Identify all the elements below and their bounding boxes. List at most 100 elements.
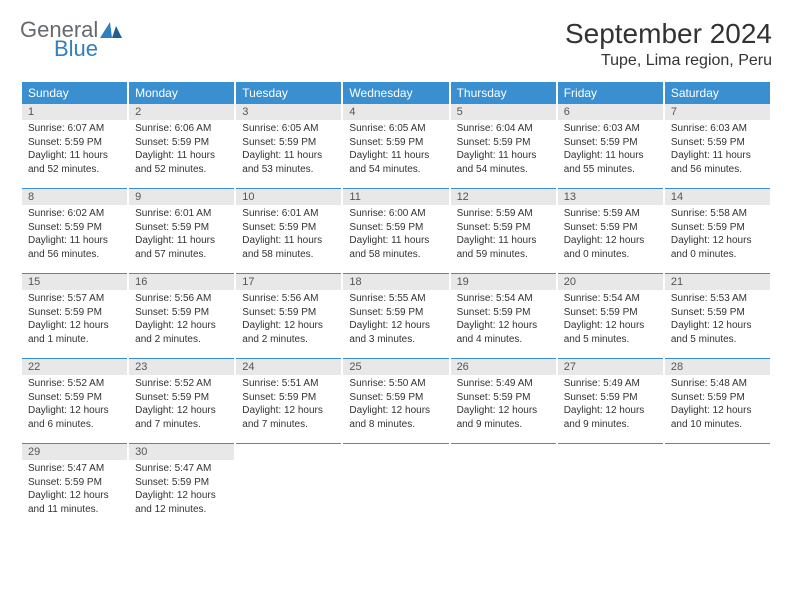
sunrise-text: Sunrise: 5:52 AM	[135, 377, 228, 391]
day-body-cell: Sunrise: 5:51 AMSunset: 5:59 PMDaylight:…	[236, 375, 341, 443]
day-number-row: 1234567	[22, 104, 770, 120]
sunrise-text: Sunrise: 6:01 AM	[242, 207, 335, 221]
sunrise-text: Sunrise: 5:47 AM	[135, 462, 228, 476]
day-header-row: SundayMondayTuesdayWednesdayThursdayFrid…	[22, 82, 770, 104]
sunset-text: Sunset: 5:59 PM	[242, 136, 335, 150]
day-number-cell: 21	[665, 274, 770, 290]
daylight-text: Daylight: 11 hours and 56 minutes.	[28, 234, 121, 261]
daylight-text: Daylight: 12 hours and 3 minutes.	[349, 319, 442, 346]
sunset-text: Sunset: 5:59 PM	[135, 221, 228, 235]
sunset-text: Sunset: 5:59 PM	[242, 221, 335, 235]
daylight-text: Daylight: 12 hours and 9 minutes.	[457, 404, 550, 431]
day-body-cell: Sunrise: 6:02 AMSunset: 5:59 PMDaylight:…	[22, 205, 127, 273]
sunset-text: Sunset: 5:59 PM	[457, 221, 550, 235]
day-body-cell: Sunrise: 6:01 AMSunset: 5:59 PMDaylight:…	[236, 205, 341, 273]
day-number-cell: 29	[22, 444, 127, 460]
day-body-row: Sunrise: 6:02 AMSunset: 5:59 PMDaylight:…	[22, 205, 770, 273]
page-header: General Blue September 2024 Tupe, Lima r…	[20, 18, 772, 70]
sunrise-text: Sunrise: 5:53 AM	[671, 292, 764, 306]
day-number-cell: 30	[129, 444, 234, 460]
daylight-text: Daylight: 11 hours and 56 minutes.	[671, 149, 764, 176]
day-header: Saturday	[665, 82, 770, 104]
day-number-row: 15161718192021	[22, 274, 770, 290]
day-number-cell: 20	[558, 274, 663, 290]
day-number-cell: 1	[22, 104, 127, 120]
header-right: September 2024 Tupe, Lima region, Peru	[565, 18, 772, 70]
sunrise-text: Sunrise: 5:57 AM	[28, 292, 121, 306]
day-body-cell: Sunrise: 6:01 AMSunset: 5:59 PMDaylight:…	[129, 205, 234, 273]
daylight-text: Daylight: 11 hours and 52 minutes.	[135, 149, 228, 176]
day-number-cell: 5	[451, 104, 556, 120]
day-body-cell: Sunrise: 5:59 AMSunset: 5:59 PMDaylight:…	[451, 205, 556, 273]
daylight-text: Daylight: 12 hours and 7 minutes.	[242, 404, 335, 431]
sunset-text: Sunset: 5:59 PM	[349, 136, 442, 150]
day-body-row: Sunrise: 5:57 AMSunset: 5:59 PMDaylight:…	[22, 290, 770, 358]
sunrise-text: Sunrise: 5:47 AM	[28, 462, 121, 476]
day-body-cell: Sunrise: 5:54 AMSunset: 5:59 PMDaylight:…	[558, 290, 663, 358]
day-header: Monday	[129, 82, 234, 104]
sunset-text: Sunset: 5:59 PM	[135, 306, 228, 320]
day-body-cell: Sunrise: 5:57 AMSunset: 5:59 PMDaylight:…	[22, 290, 127, 358]
sunrise-text: Sunrise: 6:02 AM	[28, 207, 121, 221]
day-number-cell	[558, 444, 663, 460]
sunrise-text: Sunrise: 5:58 AM	[671, 207, 764, 221]
day-number-cell: 4	[343, 104, 448, 120]
day-number-cell	[665, 444, 770, 460]
day-header: Friday	[558, 82, 663, 104]
sunrise-text: Sunrise: 5:48 AM	[671, 377, 764, 391]
daylight-text: Daylight: 11 hours and 58 minutes.	[242, 234, 335, 261]
day-number-cell: 19	[451, 274, 556, 290]
sunset-text: Sunset: 5:59 PM	[457, 136, 550, 150]
day-body-cell: Sunrise: 5:58 AMSunset: 5:59 PMDaylight:…	[665, 205, 770, 273]
day-number-row: 891011121314	[22, 189, 770, 205]
sunset-text: Sunset: 5:59 PM	[135, 476, 228, 490]
day-body-cell	[236, 460, 341, 528]
sunrise-text: Sunrise: 6:03 AM	[671, 122, 764, 136]
daylight-text: Daylight: 12 hours and 10 minutes.	[671, 404, 764, 431]
daylight-text: Daylight: 11 hours and 54 minutes.	[349, 149, 442, 176]
day-number-cell: 25	[343, 359, 448, 375]
day-body-cell: Sunrise: 5:52 AMSunset: 5:59 PMDaylight:…	[22, 375, 127, 443]
day-body-cell: Sunrise: 6:05 AMSunset: 5:59 PMDaylight:…	[236, 120, 341, 188]
daylight-text: Daylight: 11 hours and 57 minutes.	[135, 234, 228, 261]
day-number-cell: 3	[236, 104, 341, 120]
day-number-cell: 10	[236, 189, 341, 205]
sunset-text: Sunset: 5:59 PM	[28, 476, 121, 490]
daylight-text: Daylight: 12 hours and 11 minutes.	[28, 489, 121, 516]
day-body-cell	[451, 460, 556, 528]
sunrise-text: Sunrise: 5:51 AM	[242, 377, 335, 391]
sunrise-text: Sunrise: 5:54 AM	[457, 292, 550, 306]
sunset-text: Sunset: 5:59 PM	[242, 391, 335, 405]
day-body-cell: Sunrise: 5:54 AMSunset: 5:59 PMDaylight:…	[451, 290, 556, 358]
day-body-cell: Sunrise: 6:07 AMSunset: 5:59 PMDaylight:…	[22, 120, 127, 188]
sunset-text: Sunset: 5:59 PM	[28, 306, 121, 320]
sunrise-text: Sunrise: 6:05 AM	[349, 122, 442, 136]
day-number-cell: 28	[665, 359, 770, 375]
sunset-text: Sunset: 5:59 PM	[564, 391, 657, 405]
day-header: Thursday	[451, 82, 556, 104]
sunrise-text: Sunrise: 6:07 AM	[28, 122, 121, 136]
day-body-cell: Sunrise: 5:53 AMSunset: 5:59 PMDaylight:…	[665, 290, 770, 358]
day-body-cell: Sunrise: 6:03 AMSunset: 5:59 PMDaylight:…	[558, 120, 663, 188]
daylight-text: Daylight: 11 hours and 54 minutes.	[457, 149, 550, 176]
sunrise-text: Sunrise: 5:49 AM	[564, 377, 657, 391]
daylight-text: Daylight: 12 hours and 7 minutes.	[135, 404, 228, 431]
day-number-cell	[236, 444, 341, 460]
daylight-text: Daylight: 12 hours and 0 minutes.	[564, 234, 657, 261]
sunset-text: Sunset: 5:59 PM	[28, 391, 121, 405]
day-body-cell: Sunrise: 5:47 AMSunset: 5:59 PMDaylight:…	[129, 460, 234, 528]
daylight-text: Daylight: 12 hours and 2 minutes.	[242, 319, 335, 346]
day-number-cell: 23	[129, 359, 234, 375]
day-number-cell: 17	[236, 274, 341, 290]
daylight-text: Daylight: 12 hours and 1 minute.	[28, 319, 121, 346]
daylight-text: Daylight: 12 hours and 5 minutes.	[564, 319, 657, 346]
sunrise-text: Sunrise: 5:49 AM	[457, 377, 550, 391]
day-header: Sunday	[22, 82, 127, 104]
daylight-text: Daylight: 11 hours and 55 minutes.	[564, 149, 657, 176]
sunrise-text: Sunrise: 5:50 AM	[349, 377, 442, 391]
sunrise-text: Sunrise: 5:59 AM	[564, 207, 657, 221]
sunrise-text: Sunrise: 6:06 AM	[135, 122, 228, 136]
sunrise-text: Sunrise: 5:52 AM	[28, 377, 121, 391]
daylight-text: Daylight: 12 hours and 5 minutes.	[671, 319, 764, 346]
sunset-text: Sunset: 5:59 PM	[671, 391, 764, 405]
